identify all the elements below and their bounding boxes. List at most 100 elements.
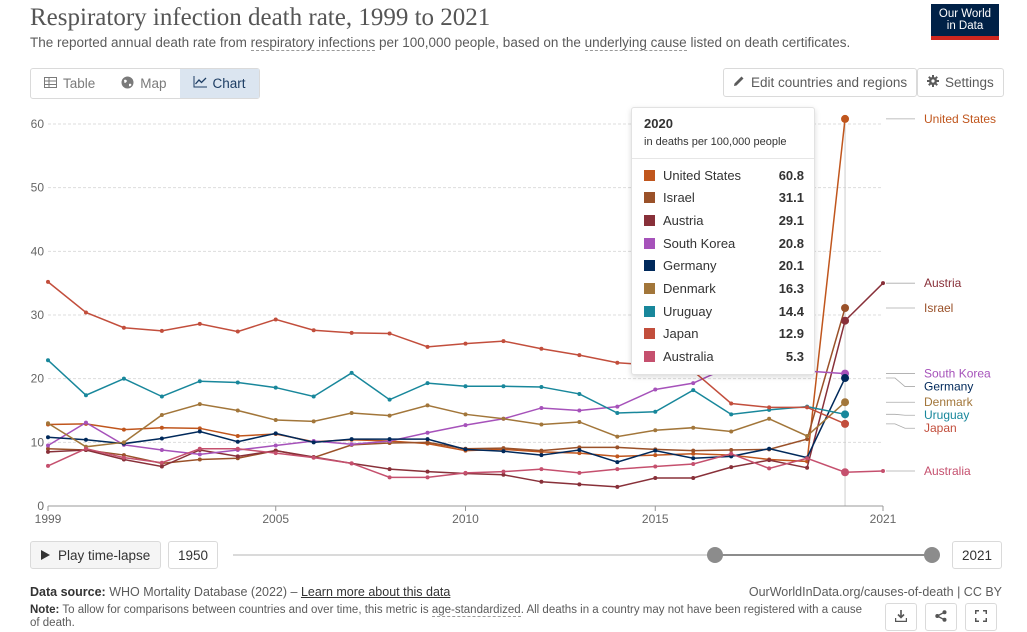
- label-connector: [886, 413, 915, 416]
- data-point: [273, 448, 278, 453]
- subtitle-link-respiratory-infections[interactable]: respiratory infections: [250, 35, 376, 51]
- data-point: [463, 471, 468, 476]
- tab-map[interactable]: Map: [108, 69, 179, 98]
- data-point: [539, 449, 544, 454]
- data-point: [691, 425, 696, 430]
- timeline-track[interactable]: [233, 554, 932, 556]
- data-point: [425, 437, 430, 442]
- data-point: [425, 381, 430, 386]
- data-point: [349, 442, 354, 447]
- series-end-label: South Korea: [924, 367, 991, 381]
- timeline-start-year[interactable]: 1950: [168, 541, 219, 569]
- data-point: [501, 384, 506, 389]
- play-timelapse-button[interactable]: Play time-lapse: [30, 541, 162, 569]
- data-point: [387, 437, 392, 442]
- learn-more-link[interactable]: Learn more about this data: [300, 585, 451, 599]
- highlight-point: [841, 316, 850, 325]
- subtitle-text: per 100,000 people, based on the: [375, 35, 585, 50]
- tab-table[interactable]: Table: [31, 69, 108, 98]
- age-standardized-link[interactable]: age-standardized: [431, 604, 521, 617]
- data-point: [881, 281, 885, 286]
- x-tick-label: 2005: [262, 512, 289, 526]
- data-point: [311, 440, 316, 445]
- data-point: [463, 341, 468, 346]
- data-point: [121, 325, 126, 330]
- data-point: [46, 422, 50, 427]
- x-tick-label: 2010: [452, 512, 479, 526]
- data-point: [805, 465, 810, 470]
- tooltip-country: United States: [663, 167, 742, 183]
- tooltip-swatch: [644, 351, 655, 363]
- data-point: [83, 310, 88, 315]
- data-point: [767, 405, 772, 410]
- data-point: [577, 391, 582, 396]
- series-end-label: Germany: [924, 380, 973, 394]
- settings-button[interactable]: Settings: [917, 68, 1004, 97]
- tooltip-country: South Korea: [663, 235, 736, 251]
- owid-logo[interactable]: Our World in Data: [931, 4, 999, 40]
- data-point: [349, 411, 354, 416]
- timeline-end-year[interactable]: 2021: [952, 541, 1003, 569]
- data-point: [349, 330, 354, 335]
- download-button[interactable]: [885, 603, 917, 631]
- tooltip-value: 5.3: [785, 349, 804, 365]
- data-point: [463, 448, 468, 453]
- data-point: [729, 412, 734, 417]
- data-point: [805, 437, 810, 442]
- tooltip-swatch: [644, 283, 655, 294]
- data-point: [311, 394, 316, 399]
- data-point: [653, 409, 658, 414]
- data-point: [235, 446, 240, 451]
- data-point: [881, 468, 885, 473]
- data-point: [159, 464, 164, 469]
- data-point: [46, 446, 50, 451]
- data-point: [235, 433, 240, 438]
- y-tick-label: 30: [31, 308, 45, 322]
- data-point: [273, 385, 278, 390]
- data-point: [159, 447, 164, 452]
- data-point: [121, 442, 126, 447]
- data-point: [615, 484, 620, 489]
- data-point: [729, 447, 734, 452]
- timeline-end-handle[interactable]: [924, 547, 940, 563]
- data-point: [501, 472, 506, 477]
- data-point: [539, 453, 544, 458]
- data-point: [425, 440, 430, 445]
- data-point: [235, 408, 240, 413]
- subtitle-text: listed on death certificates.: [686, 35, 851, 50]
- data-point: [387, 439, 392, 444]
- data-point: [83, 393, 88, 398]
- license-text[interactable]: OurWorldInData.org/causes-of-death | CC …: [748, 585, 1002, 599]
- data-point: [539, 467, 544, 472]
- data-point: [843, 412, 848, 417]
- series-end-label: United States: [924, 112, 996, 126]
- fullscreen-button[interactable]: [965, 603, 997, 631]
- tooltip-value: 60.8: [778, 167, 804, 183]
- data-point: [159, 412, 164, 417]
- data-point: [387, 439, 392, 444]
- play-icon: [41, 548, 50, 563]
- series-line: [47, 401, 846, 448]
- share-button[interactable]: [925, 603, 957, 631]
- data-point: [653, 448, 658, 453]
- timeline-start-handle[interactable]: [707, 547, 723, 563]
- tooltip-row: Denmark 16.3: [644, 278, 804, 300]
- data-point: [767, 457, 772, 462]
- data-point: [273, 317, 278, 322]
- series-line: [47, 365, 846, 456]
- edit-countries-button[interactable]: Edit countries and regions: [723, 68, 918, 97]
- data-point: [311, 439, 316, 444]
- tooltip-country: Australia: [663, 349, 714, 365]
- tab-chart[interactable]: Chart: [179, 69, 259, 98]
- subtitle-link-underlying-cause[interactable]: underlying cause: [584, 35, 687, 51]
- series-end-label: Uruguay: [924, 408, 969, 422]
- data-point: [349, 461, 354, 466]
- tooltip-row: United States 60.8: [644, 164, 804, 186]
- data-point: [539, 422, 544, 427]
- data-point: [235, 456, 240, 461]
- logo-line-1: Our World: [938, 8, 992, 20]
- tooltip-value: 16.3: [778, 281, 804, 296]
- data-point: [311, 328, 316, 333]
- data-point: [121, 455, 126, 460]
- chart-tooltip: 2020 in deaths per 100,000 people United…: [631, 107, 815, 375]
